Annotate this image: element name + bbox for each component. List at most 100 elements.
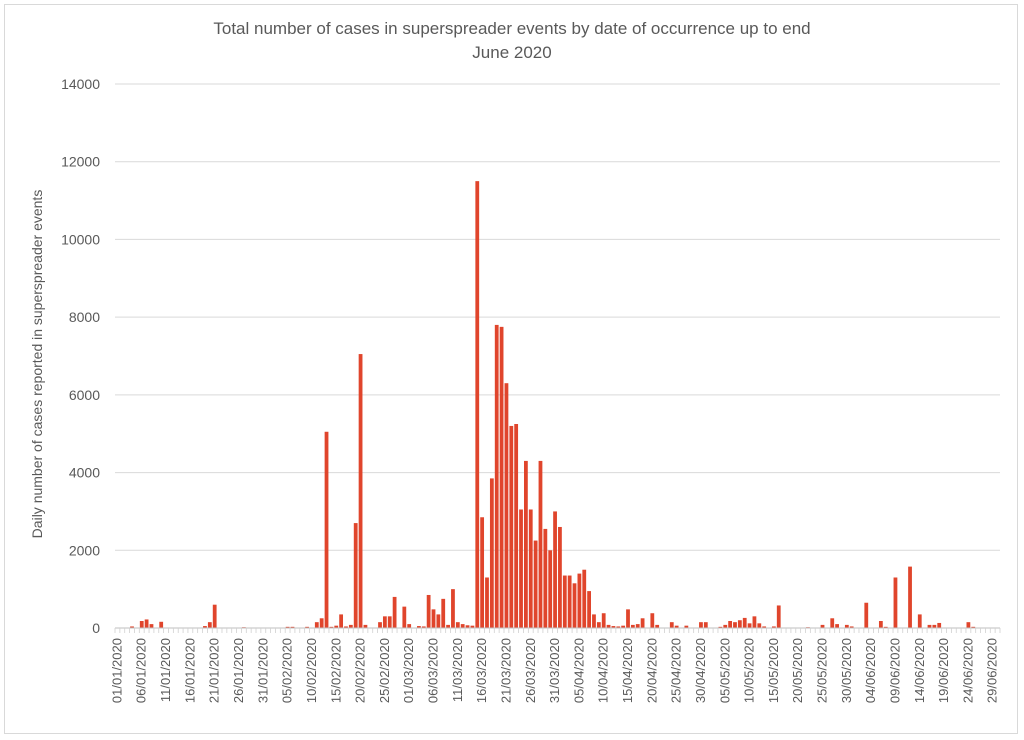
x-tick-label: 06/03/2020 [426,638,441,703]
bar [655,624,660,628]
x-tick-label: 19/06/2020 [936,638,951,703]
bar [669,622,674,628]
bar [446,624,450,628]
x-tick-label: 21/01/2020 [207,638,222,703]
bar [771,626,776,628]
bar [752,616,757,628]
bar [139,621,144,628]
x-tick-label: 11/01/2020 [158,638,173,702]
bar [674,625,679,628]
x-tick-label: 16/03/2020 [474,638,489,703]
bar [130,626,134,628]
bar [324,431,329,628]
y-tick-label: 0 [92,620,100,636]
x-tick-label: 30/04/2020 [693,638,708,703]
bar [543,528,548,628]
bar [601,613,606,628]
x-tick-label: 30/05/2020 [839,638,854,703]
bar [927,624,932,628]
x-tick-label: 24/06/2020 [960,638,975,703]
gridlines [115,83,1000,551]
bar [382,616,387,628]
chart-title-line-2: June 2020 [472,43,551,62]
x-tick-label: 26/03/2020 [523,638,538,703]
x-tick-label: 05/04/2020 [571,638,586,703]
bar [640,618,645,628]
bar [319,618,324,628]
bar [421,626,426,628]
x-tick-label: 26/01/2020 [231,638,246,703]
bar [524,460,528,628]
bar [606,624,611,628]
bar [757,623,762,628]
bar [616,626,621,628]
bar [358,354,363,628]
bar [441,598,446,628]
bar [737,620,742,628]
bar [480,517,485,628]
bar [290,626,295,628]
bar [407,624,412,628]
x-tick-label: 01/03/2020 [401,638,416,703]
bar [592,614,596,628]
bar [528,509,533,628]
bar [830,618,835,628]
bar [883,626,888,628]
bar [733,622,737,628]
x-tick-label: 09/06/2020 [887,638,902,703]
x-tick-label: 04/06/2020 [863,638,878,703]
bar [587,591,591,628]
bar [849,626,854,628]
bar [499,326,504,628]
bar [334,625,339,628]
y-tick-label: 12000 [61,154,100,170]
bar [344,626,348,628]
bar [908,566,912,628]
bar [703,622,708,628]
bar [937,622,942,628]
bar [417,626,421,628]
bar [567,575,572,628]
bar [460,624,465,628]
bar [363,624,368,628]
bar [285,626,290,628]
bar [538,460,543,628]
bar [455,622,460,628]
bar [621,625,626,628]
x-tick-label: 21/03/2020 [498,638,513,703]
bar [475,181,480,628]
bar [378,622,382,628]
x-tick-label: 20/05/2020 [790,638,805,703]
y-axis-label: Daily number of cases reported in supers… [29,190,45,539]
bar [932,624,937,628]
y-tick-label: 4000 [69,465,100,481]
bar [844,624,849,628]
bar [470,625,475,628]
bar [436,614,441,628]
bar [699,622,703,628]
x-tick-label: 29/06/2020 [985,638,1000,703]
bar [626,609,630,628]
bar [159,621,164,628]
x-tick-label: 10/05/2020 [742,638,757,703]
y-tick-label: 10000 [61,231,100,247]
bar [348,624,353,628]
bar [329,626,334,628]
bar [353,523,358,628]
bar [548,550,553,628]
bar [149,624,154,628]
bar [893,577,898,628]
x-tick-label: 06/01/2020 [134,638,149,703]
bar [339,614,344,628]
bar [494,324,499,628]
bar [212,604,217,628]
x-tick-label: 14/06/2020 [912,638,927,703]
x-tick-label: 25/02/2020 [377,638,392,703]
x-tick-label: 11/03/2020 [450,638,465,702]
bar [465,625,470,628]
bar [878,621,883,628]
y-tick-label: 2000 [69,542,100,558]
chart-title-line-1: Total number of cases in superspreader e… [213,19,810,38]
x-tick-label: 15/05/2020 [766,638,781,703]
bar [514,424,519,628]
